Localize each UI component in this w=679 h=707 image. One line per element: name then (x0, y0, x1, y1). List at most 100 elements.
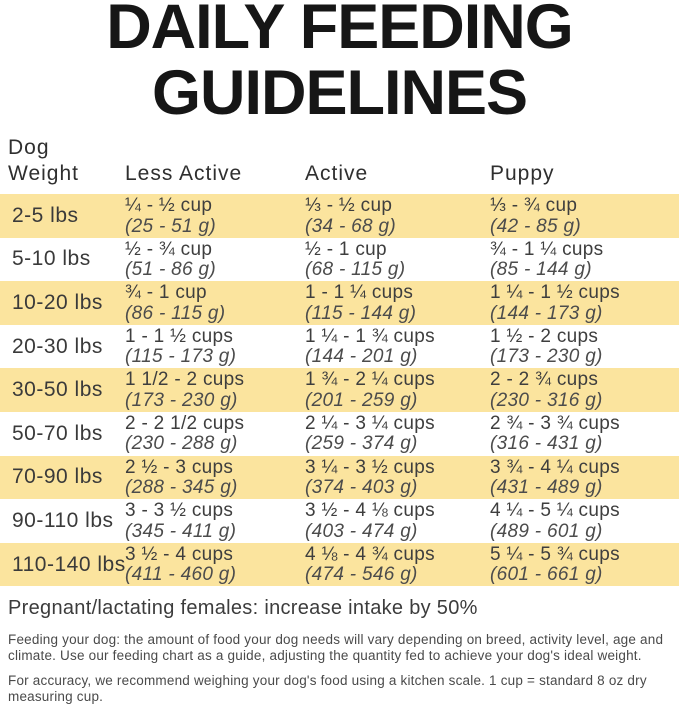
cups-text: ⅓ - ¾ cup (490, 195, 578, 216)
grams-text: (431 - 489 g) (490, 477, 603, 499)
grams-text: (144 - 201 g) (305, 346, 418, 368)
cups-text: ¾ - 1 ¼ cups (490, 238, 604, 260)
weight-cell: 50-70 lbs (12, 421, 103, 445)
less-active-cell: ¼ - ½ cup (25 - 51 g) (125, 194, 305, 238)
table-row: 20-30 lbs 1 - 1 ½ cups (115 - 173 g) 1 ¼… (0, 324, 679, 369)
cups-text: 3 ½ - 4 ⅛ cups (305, 500, 435, 522)
grams-text: (230 - 288 g) (125, 433, 238, 455)
weight-cell: 70-90 lbs (12, 465, 103, 489)
page-title: DAILY FEEDING GUIDELINES (0, 0, 679, 126)
header-less-active: Less Active (125, 162, 243, 185)
header-active: Active (305, 162, 369, 185)
puppy-cell: 1 ½ - 2 cups (173 - 230 g) (490, 325, 679, 369)
header-dog-weight: Dog Weight (8, 135, 125, 187)
weight-cell: 2-5 lbs (12, 203, 79, 227)
grams-text: (86 - 115 g) (125, 302, 226, 324)
puppy-cell: 4 ¼ - 5 ¼ cups (489 - 601 g) (490, 499, 679, 543)
less-active-cell: 1 1/2 - 2 cups (173 - 230 g) (125, 368, 305, 412)
grams-text: (173 - 230 g) (125, 389, 238, 411)
active-cell: 2 ¼ - 3 ¼ cups (259 - 374 g) (305, 412, 490, 456)
grams-text: (474 - 546 g) (305, 564, 418, 586)
active-cell: 3 ½ - 4 ⅛ cups (403 - 474 g) (305, 499, 490, 543)
feeding-note: Feeding your dog: the amount of food you… (8, 632, 664, 663)
table-row: 5-10 lbs ½ - ¾ cup (51 - 86 g) ½ - 1 cup… (0, 237, 679, 282)
table-row: 110-140 lbs 3 ½ - 4 cups (411 - 460 g) 4… (0, 542, 679, 587)
cups-text: 1 1/2 - 2 cups (125, 369, 245, 391)
active-cell: ½ - 1 cup (68 - 115 g) (305, 238, 490, 282)
grams-text: (115 - 144 g) (305, 302, 417, 324)
cups-text: 3 ¾ - 4 ¼ cups (490, 456, 620, 478)
cups-text: 4 ⅛ - 4 ¾ cups (305, 543, 435, 565)
cups-text: 1 ¼ - 1 ½ cups (490, 282, 620, 304)
active-cell: 4 ⅛ - 4 ¾ cups (474 - 546 g) (305, 543, 490, 587)
cups-text: 2 ½ - 3 cups (125, 456, 234, 478)
puppy-cell: 5 ¼ - 5 ¾ cups (601 - 661 g) (490, 543, 679, 587)
grams-text: (201 - 259 g) (305, 389, 418, 411)
grams-text: (85 - 144 g) (490, 259, 592, 281)
puppy-cell: ⅓ - ¾ cup (42 - 85 g) (490, 194, 679, 238)
table-header-row: Dog Weight Less Active Active Puppy (0, 135, 679, 187)
active-cell: 1 ¼ - 1 ¾ cups (144 - 201 g) (305, 325, 490, 369)
less-active-cell: ¾ - 1 cup (86 - 115 g) (125, 281, 305, 325)
grams-text: (259 - 374 g) (305, 433, 418, 455)
grams-text: (51 - 86 g) (125, 259, 216, 281)
feeding-table: 2-5 lbs ¼ - ½ cup (25 - 51 g) ⅓ - ½ cup … (0, 194, 679, 587)
header-dog-weight-line2: Weight (8, 162, 79, 185)
header-puppy: Puppy (490, 162, 555, 185)
weight-cell: 90-110 lbs (12, 508, 114, 532)
cups-text: 2 ¾ - 3 ¾ cups (490, 412, 620, 434)
grams-text: (34 - 68 g) (305, 215, 396, 237)
weight-cell: 5-10 lbs (12, 247, 91, 271)
puppy-cell: 2 - 2 ¾ cups (230 - 316 g) (490, 368, 679, 412)
grams-text: (601 - 661 g) (490, 564, 603, 586)
active-cell: ⅓ - ½ cup (34 - 68 g) (305, 194, 490, 238)
cups-text: ½ - 1 cup (305, 238, 387, 260)
cups-text: 1 ½ - 2 cups (490, 325, 599, 347)
puppy-cell: 2 ¾ - 3 ¾ cups (316 - 431 g) (490, 412, 679, 456)
cups-text: ½ - ¾ cup (125, 238, 213, 260)
cups-text: 1 ¾ - 2 ¼ cups (305, 369, 435, 391)
grams-text: (230 - 316 g) (490, 389, 603, 411)
less-active-cell: ½ - ¾ cup (51 - 86 g) (125, 238, 305, 282)
grams-text: (25 - 51 g) (125, 215, 216, 237)
cups-text: ¼ - ½ cup (125, 195, 213, 216)
grams-text: (144 - 173 g) (490, 302, 603, 324)
cups-text: 2 ¼ - 3 ¼ cups (305, 412, 435, 434)
weight-cell: 110-140 lbs (12, 552, 126, 576)
less-active-cell: 3 ½ - 4 cups (411 - 460 g) (125, 543, 305, 587)
cups-text: 4 ¼ - 5 ¼ cups (490, 500, 620, 522)
puppy-cell: ¾ - 1 ¼ cups (85 - 144 g) (490, 238, 679, 282)
table-row: 10-20 lbs ¾ - 1 cup (86 - 115 g) 1 - 1 ¼… (0, 281, 679, 325)
grams-text: (42 - 85 g) (490, 215, 581, 237)
table-row: 70-90 lbs 2 ½ - 3 cups (288 - 345 g) 3 ¼… (0, 455, 679, 500)
table-row: 30-50 lbs 1 1/2 - 2 cups (173 - 230 g) 1… (0, 368, 679, 412)
cups-text: 2 - 2 ¾ cups (490, 369, 599, 391)
header-dog-weight-line1: Dog (8, 136, 50, 159)
cups-text: ¾ - 1 cup (125, 282, 207, 304)
table-row: 2-5 lbs ¼ - ½ cup (25 - 51 g) ⅓ - ½ cup … (0, 194, 679, 238)
cups-text: 1 - 1 ¼ cups (305, 282, 414, 304)
cups-text: 3 - 3 ½ cups (125, 500, 234, 522)
cups-text: 2 - 2 1/2 cups (125, 412, 245, 434)
cups-text: 5 ¼ - 5 ¾ cups (490, 543, 620, 565)
less-active-cell: 3 - 3 ½ cups (345 - 411 g) (125, 499, 305, 543)
grams-text: (68 - 115 g) (305, 259, 406, 281)
puppy-cell: 1 ¼ - 1 ½ cups (144 - 173 g) (490, 281, 679, 325)
active-cell: 3 ¼ - 3 ½ cups (374 - 403 g) (305, 456, 490, 500)
grams-text: (374 - 403 g) (305, 477, 418, 499)
table-row: 90-110 lbs 3 - 3 ½ cups (345 - 411 g) 3 … (0, 499, 679, 543)
cups-text: 3 ½ - 4 cups (125, 543, 234, 565)
grams-text: (489 - 601 g) (490, 520, 603, 542)
active-cell: 1 ¾ - 2 ¼ cups (201 - 259 g) (305, 368, 490, 412)
table-row: 50-70 lbs 2 - 2 1/2 cups (230 - 288 g) 2… (0, 411, 679, 456)
weight-cell: 20-30 lbs (12, 334, 103, 358)
cups-text: 1 ¼ - 1 ¾ cups (305, 325, 435, 347)
page-title-line2: GUIDELINES (151, 58, 528, 128)
less-active-cell: 1 - 1 ½ cups (115 - 173 g) (125, 325, 305, 369)
cups-text: ⅓ - ½ cup (305, 195, 393, 216)
grams-text: (411 - 460 g) (125, 564, 237, 586)
active-cell: 1 - 1 ¼ cups (115 - 144 g) (305, 281, 490, 325)
pregnant-note: Pregnant/lactating females: increase int… (8, 597, 478, 620)
accuracy-note: For accuracy, we recommend weighing your… (8, 673, 647, 704)
page-title-line1: DAILY FEEDING (106, 0, 574, 62)
